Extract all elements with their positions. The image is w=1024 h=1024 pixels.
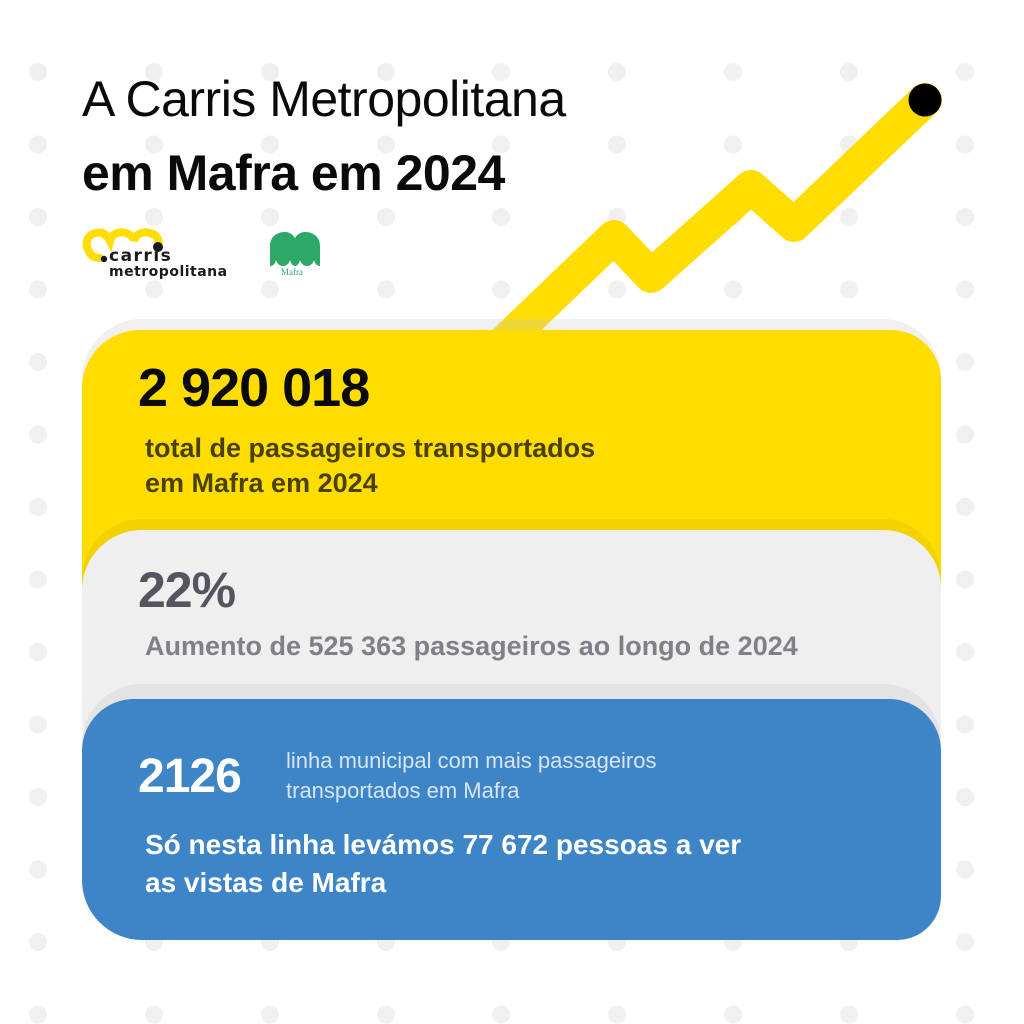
total-caption-line2: em Mafra em 2024 (145, 468, 378, 498)
top-line-caption-line2: transportados em Mafra (286, 778, 520, 803)
carris-logo-text-line1: carris (109, 246, 173, 266)
growth-percent-value: 22% (138, 562, 236, 618)
top-line-highlight: Só nesta linha levámos 77 672 pessoas a … (145, 826, 741, 902)
title-line-2: em Mafra em 2024 (82, 145, 505, 201)
title-line-1: A Carris Metropolitana (82, 71, 566, 127)
mafra-logo-text: Mafra (281, 267, 303, 277)
carris-logo-text-line2: metropolitana (109, 264, 228, 280)
total-caption-line1: total de passageiros transportados (145, 433, 596, 463)
top-line-number: 2126 (138, 750, 242, 803)
total-passengers-value: 2 920 018 (138, 358, 370, 418)
total-passengers-caption: total de passageiros transportados em Ma… (145, 431, 595, 501)
top-line-card (82, 699, 941, 940)
top-line-highlight-line2: as vistas de Mafra (145, 867, 387, 898)
carris-metropolitana-logo-icon (82, 228, 163, 263)
growth-caption: Aumento de 525 363 passageiros ao longo … (145, 631, 798, 661)
top-line-highlight-line1: Só nesta linha levámos 77 672 pessoas a … (145, 829, 742, 860)
top-line-caption-line1: linha municipal com mais passageiros (286, 748, 657, 773)
top-line-caption: linha municipal com mais passageiros tra… (286, 746, 657, 806)
mafra-municipality-logo-icon (270, 232, 320, 266)
